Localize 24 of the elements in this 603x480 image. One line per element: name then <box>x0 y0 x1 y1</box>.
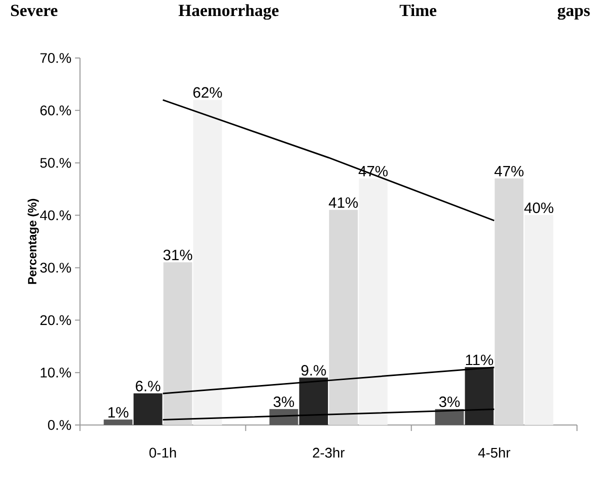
y-tick-label: 30.% <box>40 262 71 273</box>
data-label: 9.% <box>301 365 326 376</box>
y-tick-label: 20.% <box>40 315 71 326</box>
data-label: 3% <box>439 396 460 408</box>
data-label: 1% <box>108 407 128 418</box>
y-axis-title: Percentage (%) <box>28 198 39 284</box>
data-label: 40% <box>524 202 554 214</box>
x-tick-label: 0-1h <box>149 447 176 458</box>
data-label: 6.% <box>136 380 160 392</box>
x-tick-label: 4-5hr <box>478 447 510 458</box>
y-tick-label: 10.% <box>40 368 71 378</box>
y-tick-label: 0.% <box>48 420 72 430</box>
x-tick-label: 2-3hr <box>312 447 345 458</box>
y-tick-label: 40.% <box>40 210 71 220</box>
y-tick-label: 70.% <box>40 53 71 63</box>
data-label: 41% <box>328 197 358 208</box>
data-label: 47% <box>494 166 524 176</box>
data-label: 31% <box>163 250 192 260</box>
data-label: 62% <box>193 87 222 98</box>
y-tick-label: 50.% <box>40 158 71 168</box>
chart-title: Severe Haemorrhage Time gaps <box>11 4 590 20</box>
data-label: 11% <box>466 354 494 366</box>
y-tick-label: 60.% <box>40 105 71 116</box>
data-label: 3% <box>274 396 294 408</box>
